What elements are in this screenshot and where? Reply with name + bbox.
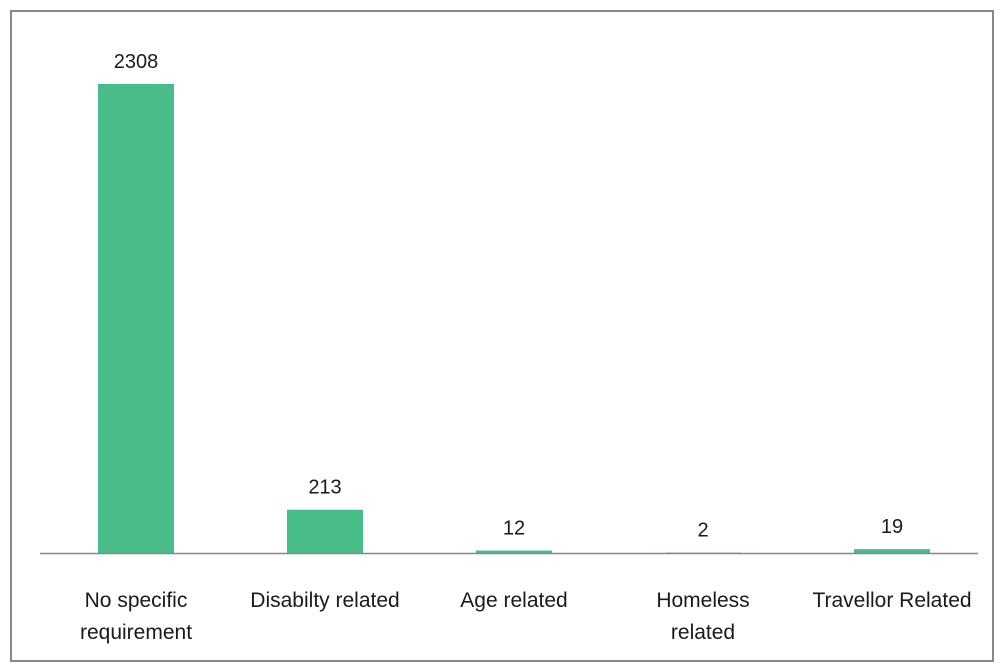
category-label-2: Disabilty related — [250, 589, 399, 612]
category-label-1-line-2: requirement — [80, 621, 192, 644]
data-label-5: 19 — [881, 516, 903, 538]
data-label-1: 2308 — [114, 51, 159, 73]
bar-5 — [854, 549, 930, 553]
category-label-1-line-1: No specific — [85, 589, 188, 612]
category-label-4-line-1: Homeless — [656, 589, 749, 612]
category-label-5: Travellor Related — [812, 589, 971, 612]
data-label-2: 213 — [308, 477, 341, 499]
bar-2 — [287, 509, 363, 553]
category-label-4-line-2: related — [671, 621, 735, 644]
bar-3 — [476, 550, 552, 553]
data-label-3: 12 — [503, 518, 525, 540]
category-label-3: Age related — [460, 589, 567, 612]
data-label-4: 2 — [697, 520, 708, 542]
bar-1 — [98, 84, 174, 553]
